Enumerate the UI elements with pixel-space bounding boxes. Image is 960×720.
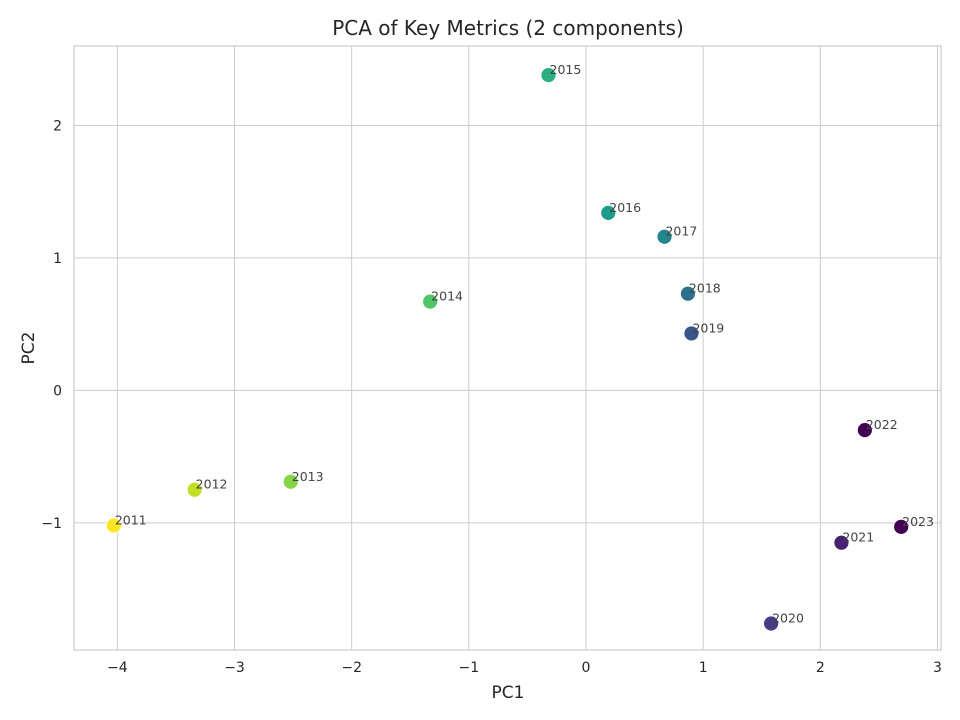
point-label: 2022 (866, 417, 898, 432)
point-label: 2020 (772, 611, 804, 626)
point-label: 2012 (196, 477, 228, 492)
y-tick-label: −1 (41, 516, 62, 532)
scatter-point (282, 473, 299, 490)
scatter-point (680, 285, 696, 302)
point-label: 2015 (550, 62, 582, 77)
scatter-point (422, 293, 439, 310)
scatter-point (833, 534, 850, 551)
y-tick-labels: −1 0 1 2 (41, 118, 62, 531)
scatter-point (893, 518, 910, 535)
scatter-point (856, 422, 873, 439)
x-tick-labels: −4 −3 −2 −1 0 1 2 3 (107, 660, 942, 676)
x-tick-label: 3 (933, 660, 942, 676)
grid (74, 46, 941, 650)
scatter-points (105, 67, 910, 632)
x-tick-label: 1 (699, 660, 708, 676)
chart-title: PCA of Key Metrics (2 components) (332, 16, 684, 40)
point-label: 2021 (842, 530, 874, 545)
plot-frame (73, 45, 942, 651)
point-label: 2019 (692, 320, 724, 335)
scatter-point (683, 325, 700, 342)
x-tick-label: 0 (582, 660, 591, 676)
point-label: 2011 (115, 512, 147, 527)
x-tick-label: −2 (341, 660, 362, 676)
point-label: 2018 (689, 281, 721, 296)
y-tick-label: 0 (53, 383, 62, 399)
x-tick-label: 2 (816, 660, 825, 676)
y-tick-label: 2 (53, 118, 62, 134)
scatter-point (763, 615, 780, 632)
x-tick-label: −3 (224, 660, 245, 676)
point-label: 2023 (902, 514, 934, 529)
x-tick-label: −1 (459, 660, 480, 676)
y-tick-label: 1 (53, 251, 62, 267)
scatter-point (600, 204, 617, 221)
scatter-point (540, 67, 557, 84)
point-label: 2013 (292, 469, 324, 484)
scatter-point (105, 517, 122, 534)
scatter-point (656, 228, 673, 245)
x-tick-label: −4 (107, 660, 128, 676)
y-axis-title: PC2 (19, 332, 39, 365)
scatter-point (186, 481, 203, 498)
point-label: 2017 (665, 224, 697, 239)
point-label: 2016 (609, 200, 641, 215)
point-label: 2014 (431, 289, 463, 304)
point-labels: 2011 2012 2013 2014 2015 2016 2017 2018 2019 2020… (115, 62, 934, 625)
x-axis-title: PC1 (492, 683, 525, 703)
